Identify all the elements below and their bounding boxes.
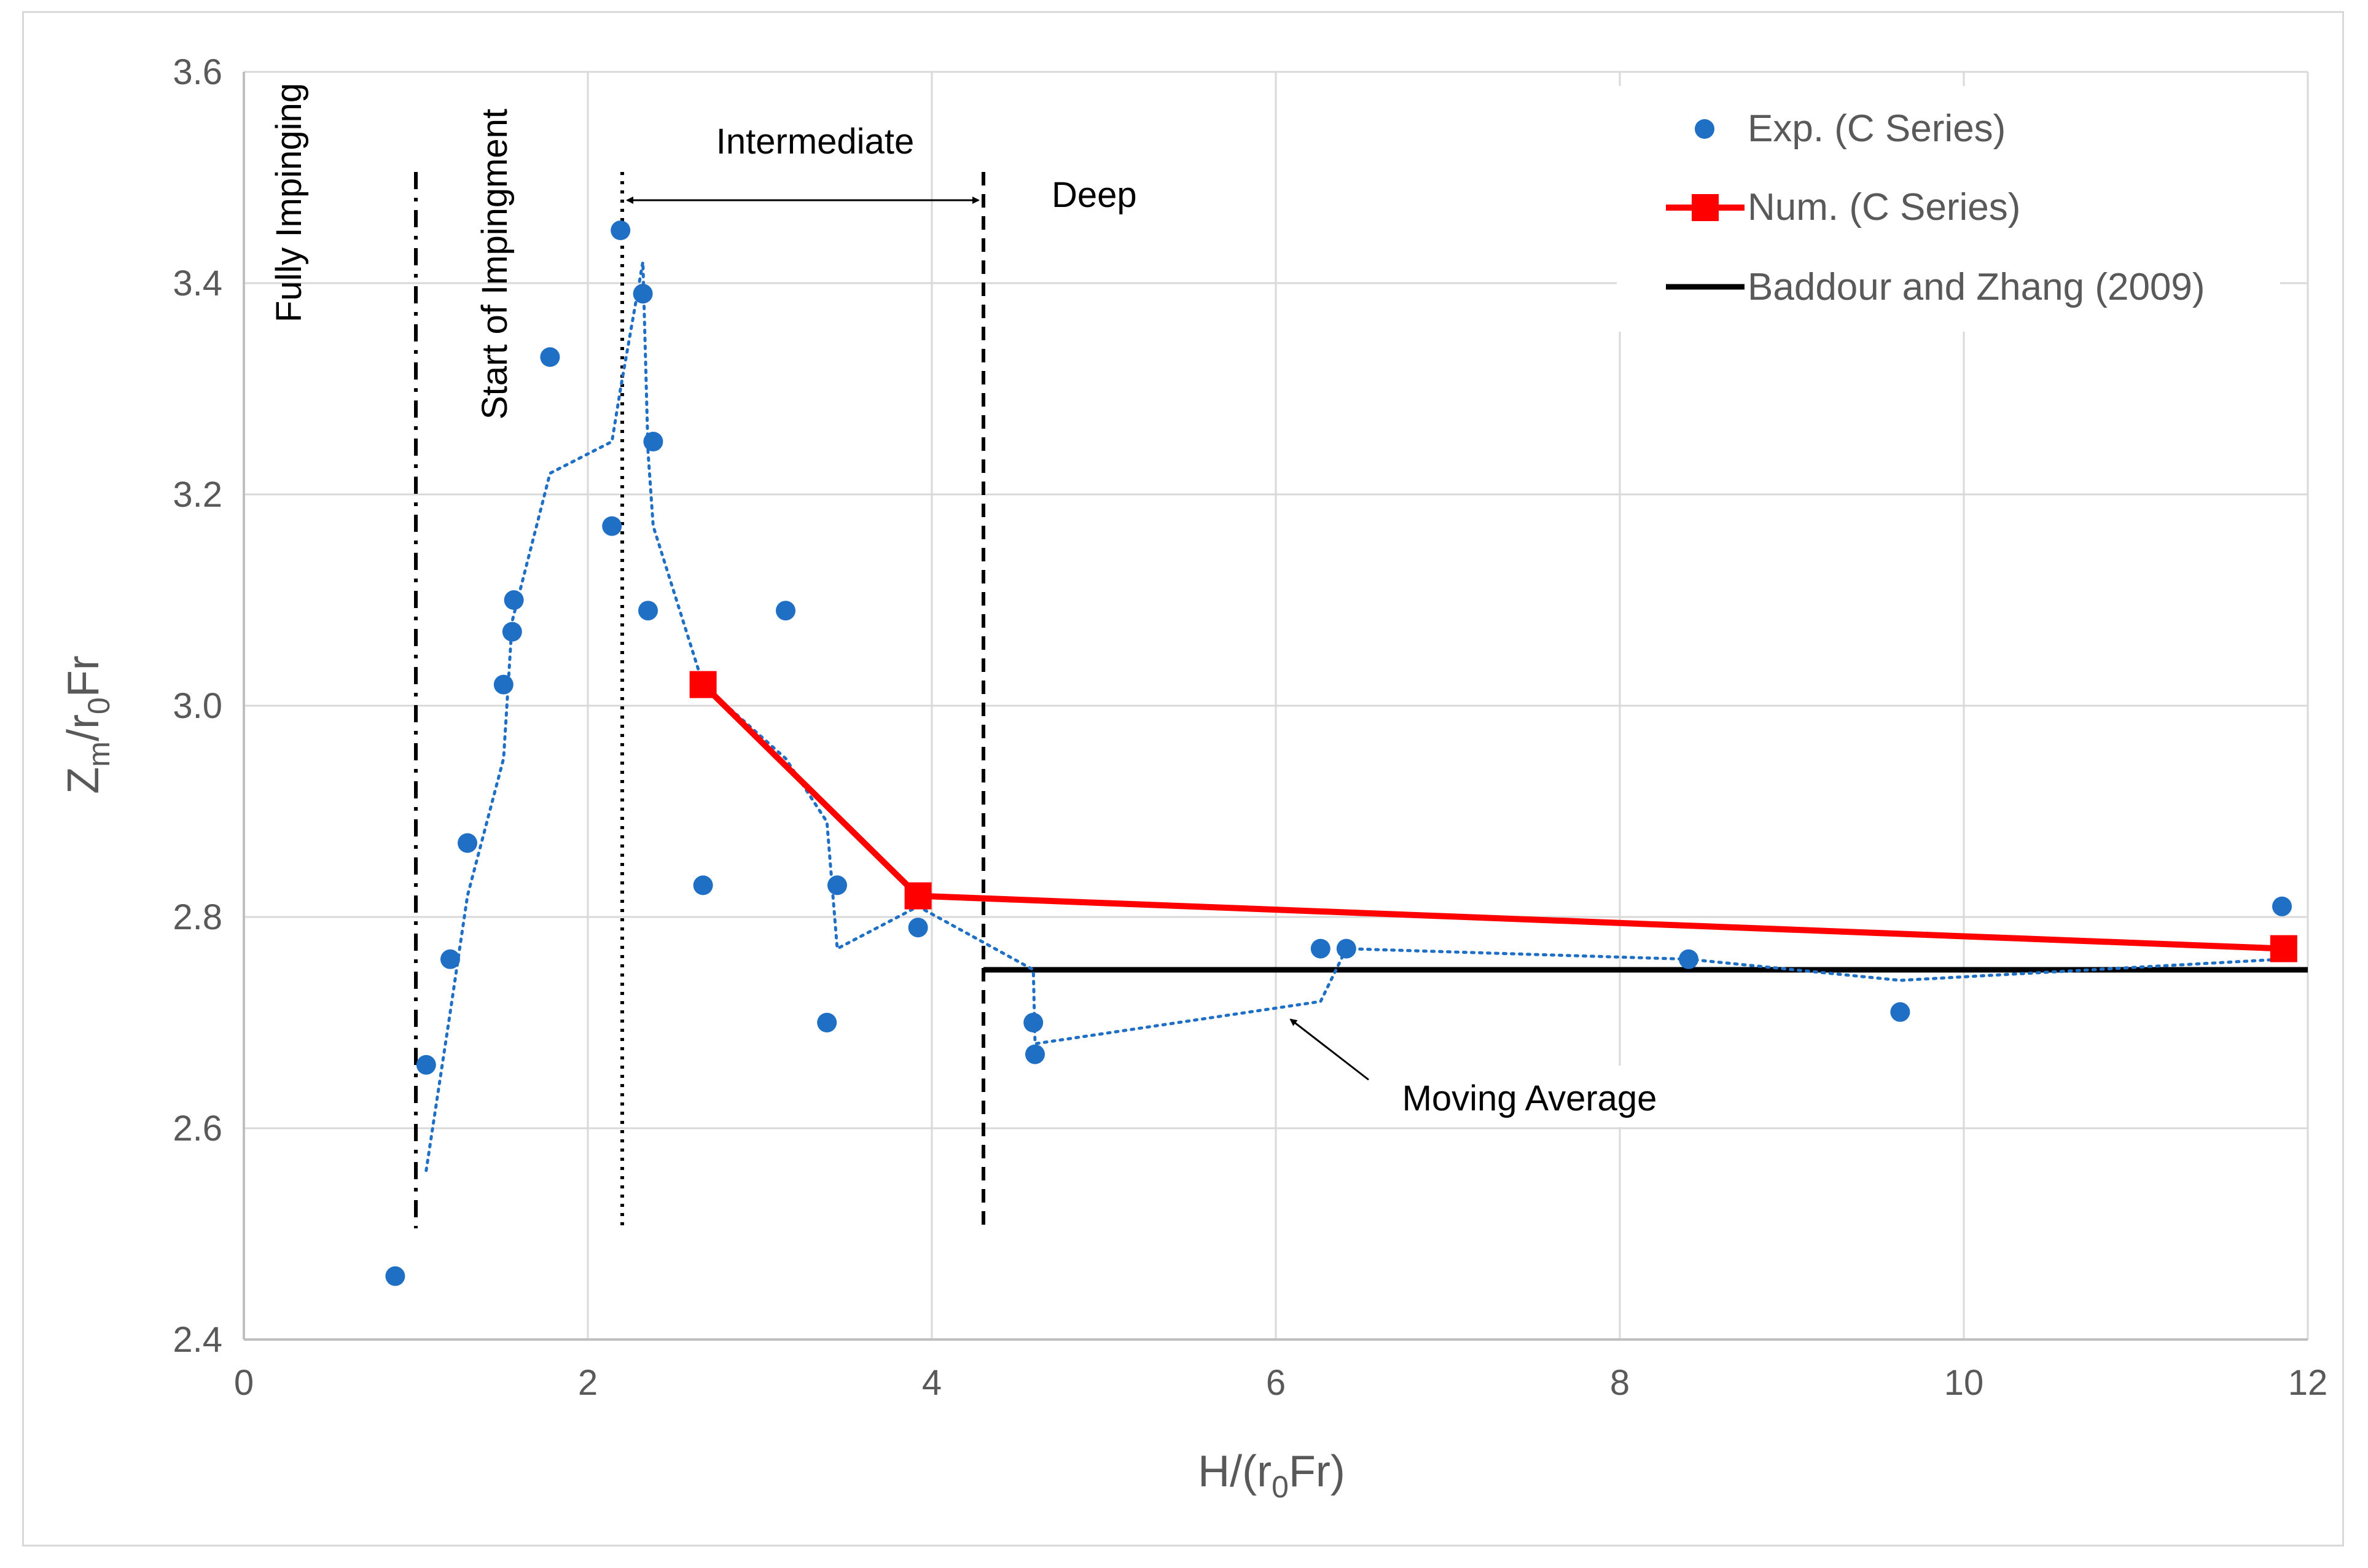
exp-point (1310, 938, 1331, 959)
y-tick-labels: 2.4 2.6 2.8 3.0 3.2 3.4 3.6 (173, 52, 222, 1360)
exp-point (1890, 1002, 1910, 1022)
exp-point (493, 674, 514, 695)
x-tick-labels: 0 2 4 6 8 10 12 (234, 1363, 2327, 1403)
y-tick-label: 2.8 (173, 897, 222, 937)
y-tick-label: 2.6 (173, 1109, 222, 1149)
legend-num-label: Num. (C Series) (1748, 186, 2020, 228)
x-tick-label: 0 (234, 1363, 254, 1403)
exp-point (2272, 896, 2292, 916)
moving-average-line (424, 262, 2284, 1172)
deep-label: Deep (1052, 175, 1137, 215)
series-exp-c (385, 220, 2292, 1286)
exp-point (1023, 1013, 1044, 1032)
exp-point (817, 1013, 837, 1032)
moving-average-label-box (1373, 1066, 1686, 1127)
moving-average-label: Moving Average (1402, 1078, 1657, 1118)
exp-point (1679, 949, 1698, 969)
x-axis-title: H/(r0Fr) (1198, 1447, 1345, 1504)
exp-point (504, 590, 524, 610)
x-tick-label: 12 (2288, 1363, 2328, 1403)
x-tick-label: 2 (578, 1363, 598, 1403)
num-point (689, 671, 717, 698)
moving-average-arrow (1289, 1018, 1369, 1081)
legend-num-marker (1692, 194, 1719, 221)
exp-point (643, 432, 663, 451)
exp-point (440, 949, 460, 969)
exp-point (1336, 938, 1356, 959)
x-tick-label: 10 (1944, 1363, 1984, 1403)
axes (243, 72, 2308, 1341)
exp-point (416, 1055, 436, 1075)
legend-exp-marker (1695, 119, 1714, 139)
x-tick-label: 8 (1610, 1363, 1630, 1403)
y-tick-label: 3.2 (173, 475, 222, 515)
exp-point (458, 833, 477, 853)
num-point (904, 882, 932, 910)
exp-point (776, 601, 795, 621)
fully-impinging-label: Fully Impinging (269, 83, 309, 322)
exp-point (540, 347, 560, 367)
y-tick-label: 3.6 (173, 52, 222, 92)
x-tick-label: 6 (1266, 1363, 1286, 1403)
legend-exp-label: Exp. (C Series) (1748, 107, 2006, 150)
exp-point (827, 875, 847, 895)
y-tick-label: 2.4 (173, 1320, 222, 1360)
y-tick-label: 3.0 (173, 686, 222, 726)
start-of-impingment-label: Start of Impingment (475, 109, 515, 419)
x-tick-label: 4 (922, 1363, 942, 1403)
exp-point (1025, 1044, 1045, 1064)
exp-point (908, 918, 928, 938)
exp-point (602, 516, 622, 536)
num-point (2270, 935, 2297, 962)
legend: Exp. (C Series) Num. (C Series) Baddour … (1617, 86, 2280, 332)
intermediate-label: Intermediate (716, 122, 914, 162)
series-moving-average (424, 262, 2284, 1172)
exp-point (611, 220, 631, 240)
y-axis-title: Zm/r0Fr (59, 655, 116, 794)
series-num-c (689, 671, 2297, 962)
num-line (701, 682, 2284, 952)
legend-baddour-label: Baddour and Zhang (2009) (1748, 266, 2205, 308)
exp-point (502, 622, 522, 642)
exp-point (385, 1266, 405, 1286)
exp-point (638, 601, 658, 621)
regime-lines (414, 172, 985, 1228)
y-tick-label: 3.4 (173, 263, 222, 303)
exp-point (693, 875, 713, 895)
exp-point (633, 284, 653, 304)
